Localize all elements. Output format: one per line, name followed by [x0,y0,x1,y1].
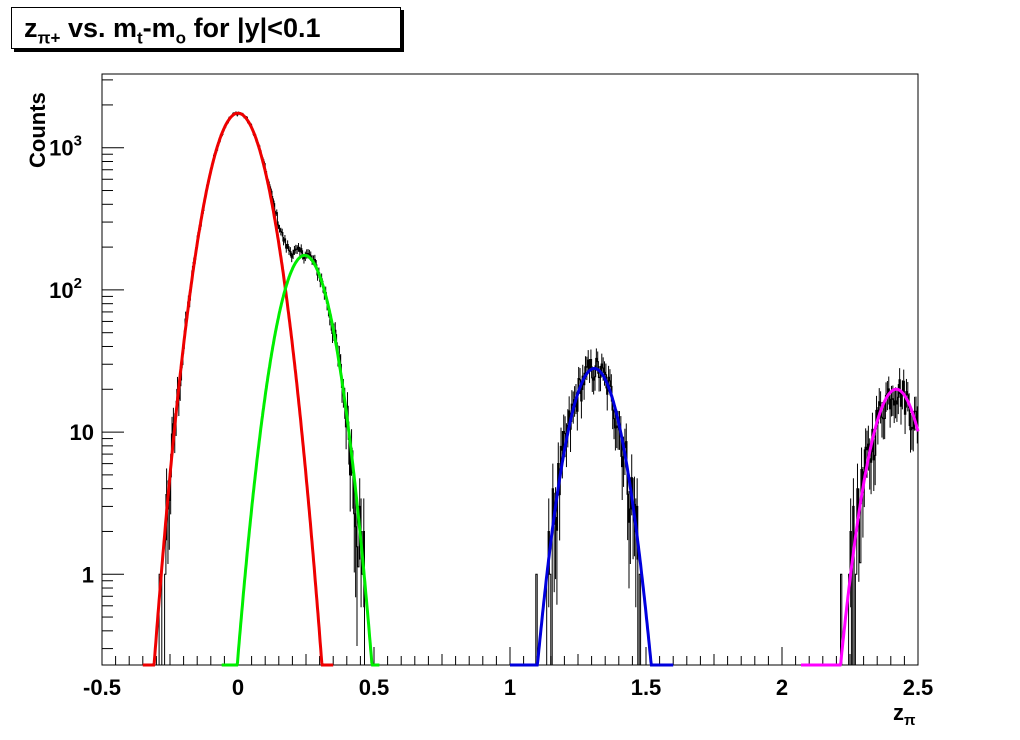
title-z-subscript: π+ [37,28,61,48]
histogram [102,111,918,666]
x-axis-title-sub: π [904,712,916,729]
title-mo-subscript: o [175,28,187,48]
title-tail: for |y|<0.1 [186,13,321,43]
fit-curves [142,111,920,667]
title-z: z [24,13,38,43]
x-axis-title-main: z [893,700,904,725]
x-tick-label: 0 [232,675,244,700]
fit-curve-3 [510,367,674,667]
title-dash: -m [142,13,176,43]
x-tick-label: 0.5 [359,675,390,700]
y-tick-label: 102 [49,275,82,303]
x-axis: -0.5 0 0.5 1 1.5 2 2.5 [83,647,933,700]
fit-curve-1 [142,111,334,667]
y-axis-title: Counts [25,92,50,168]
y-axis: 1 10 102 103 [49,79,124,650]
title-vs: vs. m [60,13,137,43]
fit-curve-4 [801,387,920,667]
x-axis-title: zπ [893,700,916,729]
y-tick-label: 103 [49,133,82,161]
x-tick-label: 2.5 [903,675,934,700]
histogram-steps [102,112,918,666]
fit-curve-2 [221,253,380,667]
x-tick-label: 1.5 [631,675,662,700]
y-tick-label: 10 [70,420,94,445]
x-tick-label: 1 [504,675,516,700]
x-tick-label: -0.5 [83,675,121,700]
chart-title: zπ+ vs. mt-mo for |y|<0.1 [11,7,401,49]
y-tick-label: 1 [82,562,94,587]
title-mt-subscript: t [137,28,143,48]
x-tick-label: 2 [776,675,788,700]
plot-frame [101,73,919,666]
